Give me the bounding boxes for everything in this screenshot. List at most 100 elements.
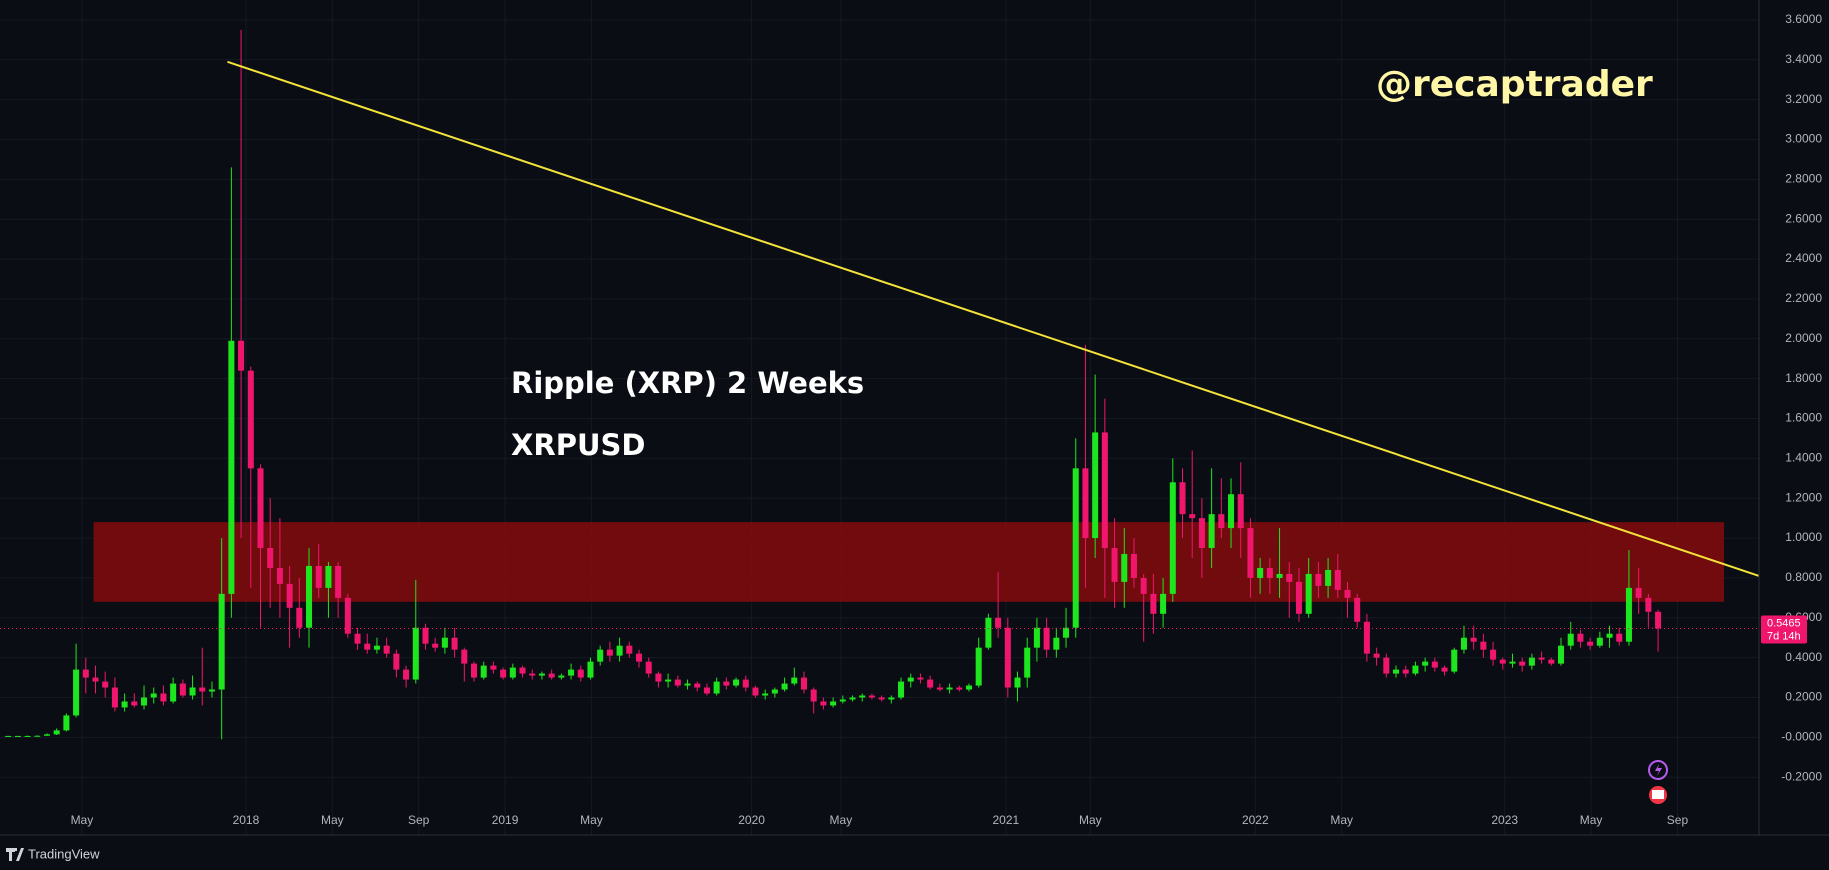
candle-body	[1024, 647, 1031, 678]
candle-body	[43, 734, 50, 736]
candle-body	[1179, 482, 1186, 515]
candle-body	[568, 669, 575, 676]
last-price-box	[1761, 615, 1807, 644]
candle-body	[393, 653, 400, 670]
candle-body	[1354, 597, 1361, 622]
candle-body	[762, 693, 769, 696]
candle-body	[1247, 528, 1254, 578]
candle-body	[34, 735, 41, 737]
countdown-label: 7d 14h	[1767, 630, 1801, 642]
candle-body	[907, 677, 914, 682]
plot	[0, 29, 1760, 740]
candle-body	[1577, 633, 1584, 642]
candle-body	[432, 643, 439, 648]
candle-body	[742, 679, 749, 688]
candle-body	[519, 667, 526, 674]
candle-body	[199, 687, 206, 692]
candle-body	[461, 649, 468, 664]
candle-body	[335, 565, 342, 598]
candle-body	[577, 669, 584, 678]
candle-body	[325, 565, 332, 588]
candle-body	[24, 735, 31, 737]
candle-body	[1616, 633, 1623, 642]
candle-body	[898, 681, 905, 698]
candle-body	[626, 645, 633, 654]
candle-body	[276, 567, 283, 584]
candle-body	[878, 697, 885, 700]
alert-icon[interactable]	[1648, 760, 1668, 780]
candle-body	[665, 679, 672, 682]
candle-body	[257, 468, 264, 549]
x-tick-label: May	[580, 813, 603, 827]
candle-body	[1412, 665, 1419, 674]
candle-body	[403, 669, 410, 680]
candle-body	[927, 679, 934, 688]
candle-body	[1363, 621, 1370, 654]
candle-body	[121, 701, 128, 708]
candle-body	[1402, 669, 1409, 674]
x-tick-label: May	[71, 813, 94, 827]
candle-body	[111, 687, 118, 708]
candle-body	[713, 681, 720, 694]
brand-logo	[6, 848, 24, 861]
y-tick-label: 1.8000	[1785, 371, 1822, 385]
candle-body	[1422, 661, 1429, 666]
candle-body	[5, 735, 12, 737]
candle-body	[1490, 649, 1497, 660]
candle-body	[616, 645, 623, 656]
candle-body	[771, 689, 778, 694]
candle-body	[975, 647, 982, 686]
x-tick-label: 2023	[1491, 813, 1518, 827]
candle-body	[1092, 432, 1099, 539]
candle-body	[820, 701, 827, 706]
candle-body	[131, 701, 138, 706]
candle-body	[228, 340, 235, 594]
candle-body	[189, 687, 196, 696]
candle-body	[606, 649, 613, 656]
candle-body	[1596, 637, 1603, 646]
candle-body	[1373, 653, 1380, 658]
candle-body	[73, 669, 80, 716]
zone	[93, 522, 1725, 602]
candle-body	[500, 669, 507, 678]
candle-body	[208, 689, 215, 692]
x-tick-label: 2019	[492, 813, 519, 827]
candle-body	[441, 637, 448, 648]
candle-body	[1130, 554, 1137, 578]
candle-body	[102, 681, 109, 688]
watermark: @recaptrader	[1376, 64, 1653, 105]
candle-body	[839, 699, 846, 702]
candle-body	[1528, 657, 1535, 666]
candle-body	[354, 633, 361, 644]
y-tick-label: -0.0000	[1781, 730, 1822, 744]
candle-body	[1431, 661, 1438, 668]
candle-body	[286, 583, 293, 608]
candle-body	[965, 685, 972, 690]
candle-body	[723, 681, 730, 686]
candle-body	[179, 683, 186, 696]
x-tick-label: 2020	[738, 813, 765, 827]
candle-body	[1140, 577, 1147, 594]
candle-body	[53, 730, 60, 735]
candle-body	[315, 565, 322, 588]
candle-body	[1160, 593, 1167, 614]
events-icon-flag	[1652, 790, 1664, 799]
candle-body	[1460, 637, 1467, 650]
candle-body	[1111, 548, 1118, 582]
candle-body	[1228, 494, 1235, 529]
candle-body	[655, 673, 662, 682]
candle-body	[1451, 649, 1458, 672]
y-tick-label: 2.6000	[1785, 211, 1822, 225]
candle-body	[752, 687, 759, 696]
candle-body	[170, 683, 177, 702]
chart-title: Ripple (XRP) 2 Weeks	[511, 366, 864, 400]
candle-body	[1276, 573, 1283, 578]
y-tick-label: 2.4000	[1785, 251, 1822, 265]
candle-body	[1257, 567, 1264, 578]
candle-body	[1645, 597, 1652, 612]
y-tick-label: 0.4000	[1785, 650, 1822, 664]
candle-body	[1101, 432, 1108, 549]
candle-body	[1286, 573, 1293, 582]
candle-body	[694, 683, 701, 688]
candle-body	[1383, 657, 1390, 674]
